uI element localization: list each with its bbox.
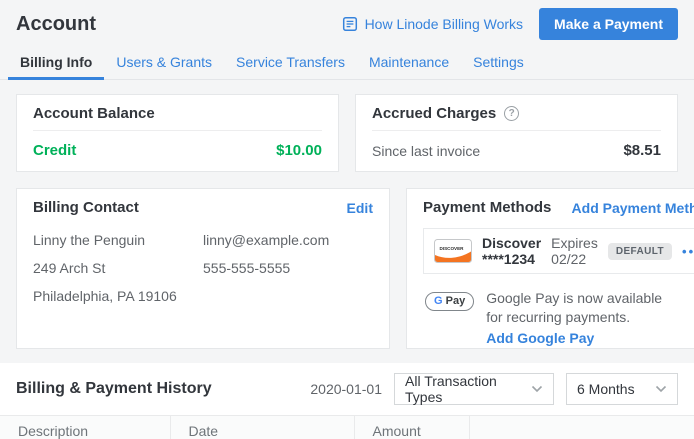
google-pay-text: Google Pay is now available for recurrin…	[486, 289, 676, 348]
column-date: Date	[169, 415, 354, 439]
account-balance-title: Account Balance	[33, 105, 155, 122]
page-header: Account How Linode Billing Works Make a …	[0, 0, 694, 44]
transaction-type-value: All Transaction Types	[405, 373, 497, 405]
accrued-label: Since last invoice	[372, 142, 481, 159]
table-header-row: Description Date Amount	[0, 415, 694, 439]
google-pay-message: Google Pay is now available for recurrin…	[486, 290, 663, 325]
tab-settings[interactable]: Settings	[473, 54, 524, 70]
divider	[33, 130, 322, 131]
chevron-down-icon	[531, 385, 543, 393]
contact-email: linny@example.com	[203, 232, 330, 248]
help-question-icon[interactable]: ?	[504, 106, 520, 121]
account-balance-body: Credit $10.00	[17, 131, 338, 171]
divider	[372, 130, 661, 131]
balance-label: Credit	[33, 142, 77, 159]
billing-history-table: Description Date Amount Invoice #0001234…	[0, 415, 694, 439]
google-pay-icon: G Pay	[425, 292, 475, 311]
billing-info-content: Account Balance Credit $10.00 Accrued Ch…	[0, 80, 694, 349]
accrued-charges-body: Since last invoice $8.51	[356, 131, 677, 171]
contact-address-line1: 249 Arch St	[33, 260, 106, 276]
card-name: Discover ****1234	[482, 235, 542, 267]
tab-users-grants[interactable]: Users & Grants	[116, 54, 213, 70]
billing-contact-header: Billing Contact Edit	[17, 189, 389, 224]
google-pay-notice: G Pay Google Pay is now available for re…	[423, 274, 694, 348]
card-expiry: Expires 02/22	[551, 235, 598, 267]
how-billing-works-link[interactable]: How Linode Billing Works	[342, 16, 523, 32]
page-title: Account	[16, 12, 96, 35]
date-range-value: 6 Months	[577, 381, 635, 397]
account-tabs: Billing Info Users & Grants Service Tran…	[0, 46, 694, 80]
accrued-charges-header: Accrued Charges ?	[356, 95, 677, 130]
discover-card-icon: DISCOVER	[434, 239, 472, 263]
header-actions: How Linode Billing Works Make a Payment	[342, 8, 678, 40]
svg-text:DISCOVER: DISCOVER	[440, 246, 465, 251]
accrued-charges-card: Accrued Charges ? Since last invoice $8.…	[355, 94, 678, 172]
billing-contact-title: Billing Contact	[33, 199, 139, 216]
column-description: Description	[0, 415, 170, 439]
add-payment-method-link[interactable]: Add Payment Method	[571, 199, 694, 216]
balance-value: $10.00	[276, 142, 322, 159]
column-actions	[468, 415, 694, 439]
document-icon	[342, 16, 358, 32]
contact-address-line2: Philadelphia, PA 19106	[33, 288, 177, 304]
how-billing-works-label: How Linode Billing Works	[364, 16, 524, 32]
payment-method-row: DISCOVER Discover ****1234 Expires 02/22…	[423, 228, 694, 274]
close-icon[interactable]	[689, 289, 694, 314]
billing-contact-body: Linny the Penguin 249 Arch St Philadelph…	[17, 224, 389, 324]
chevron-down-icon	[655, 385, 667, 393]
accrued-charges-title: Accrued Charges	[372, 105, 497, 122]
tab-billing-info[interactable]: Billing Info	[8, 46, 105, 80]
billing-history-filters: 2020-01-01 All Transaction Types 6 Month…	[310, 373, 678, 405]
date-range-select[interactable]: 6 Months	[566, 373, 678, 405]
payment-methods-card: Payment Methods Add Payment Method	[406, 188, 694, 349]
tab-service-transfers[interactable]: Service Transfers	[236, 54, 345, 70]
account-balance-card: Account Balance Credit $10.00	[16, 94, 339, 172]
contact-comm-column: linny@example.com 555-555-5555	[203, 232, 373, 316]
card-actions-menu-icon[interactable]: •••	[682, 244, 694, 259]
billing-history-title: Billing & Payment History	[16, 380, 212, 397]
contact-address-column: Linny the Penguin 249 Arch St Philadelph…	[33, 232, 203, 316]
edit-contact-link[interactable]: Edit	[346, 199, 373, 216]
default-badge: DEFAULT	[607, 242, 673, 260]
contact-name: Linny the Penguin	[33, 232, 146, 248]
account-balance-header: Account Balance	[17, 95, 338, 130]
contact-phone: 555-555-5555	[203, 260, 291, 276]
billing-history-header: Billing & Payment History 2020-01-01 All…	[0, 363, 694, 415]
history-start-date: 2020-01-01	[310, 381, 382, 397]
billing-contact-card: Billing Contact Edit Linny the Penguin 2…	[16, 188, 390, 349]
accrued-value: $8.51	[623, 142, 661, 159]
tab-maintenance[interactable]: Maintenance	[368, 54, 450, 70]
summary-row: Account Balance Credit $10.00 Accrued Ch…	[16, 94, 678, 172]
make-payment-button[interactable]: Make a Payment	[539, 8, 678, 40]
details-row: Billing Contact Edit Linny the Penguin 2…	[16, 188, 694, 349]
transaction-type-select[interactable]: All Transaction Types	[394, 373, 554, 405]
payment-methods-title: Payment Methods	[423, 199, 552, 216]
payment-methods-header: Payment Methods Add Payment Method	[407, 189, 694, 224]
add-google-pay-link[interactable]: Add Google Pay	[486, 330, 595, 346]
billing-history-section: Billing & Payment History 2020-01-01 All…	[0, 363, 694, 439]
column-amount: Amount	[353, 415, 469, 439]
payment-methods-body: DISCOVER Discover ****1234 Expires 02/22…	[407, 224, 694, 348]
